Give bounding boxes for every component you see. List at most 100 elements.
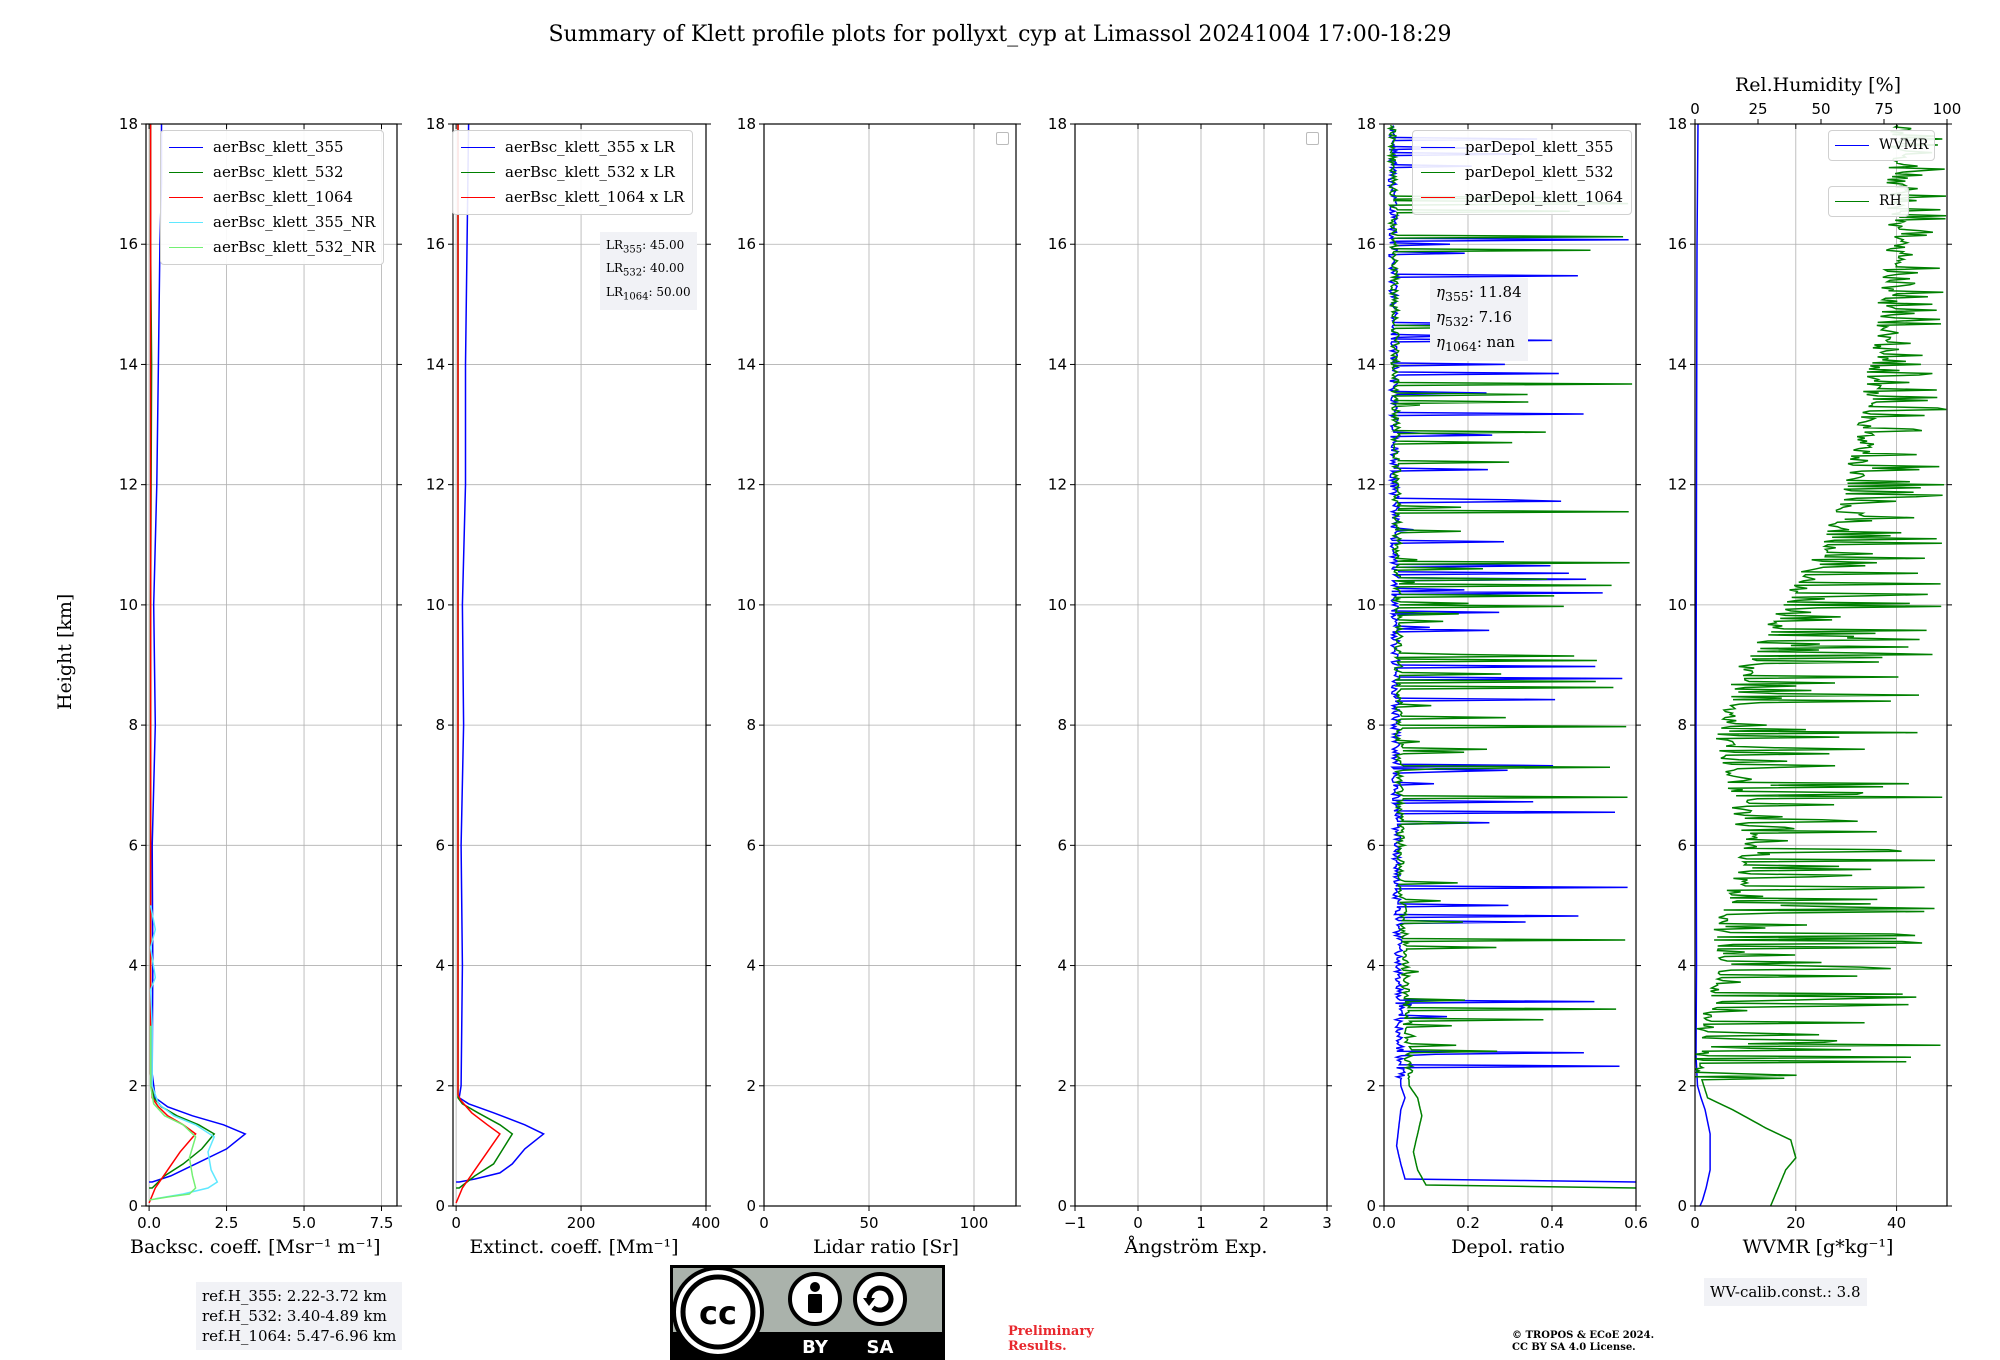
x2-tick-label: 0: [1690, 100, 1700, 118]
series-line-aerBsc_klett_355 x LR: [456, 124, 545, 1183]
ref-height-532: ref.H_532: 3.40-4.89 km: [202, 1307, 387, 1325]
lidar-ratio-box: LR355: 45.00 LR532: 40.00 LR1064: 50.00: [600, 232, 697, 311]
x-tick-label: 0.0: [1372, 1214, 1396, 1232]
y-tick-label: 12: [1357, 476, 1376, 494]
legend-entry: aerBsc_klett_355: [169, 135, 375, 160]
x-tick-label: 0: [759, 1214, 769, 1232]
depol-xlabel: Depol. ratio: [1451, 1236, 1565, 1258]
x-tick-label: 0.6: [1624, 1214, 1648, 1232]
preliminary-line-1: Preliminary: [1008, 1324, 1094, 1339]
angstrom-empty-legend: [1306, 132, 1319, 145]
y-tick-label: 12: [426, 476, 445, 494]
legend-entry: aerBsc_klett_532: [169, 160, 375, 185]
legend-entry: WVMR: [1835, 133, 1928, 158]
x-tick-label: 2.5: [215, 1214, 239, 1232]
lr-355: LR355: 45.00: [606, 236, 691, 259]
y-tick-label: 4: [1057, 957, 1067, 975]
eta-name: η: [1436, 333, 1445, 351]
eta-value: : 7.16: [1468, 308, 1513, 326]
x-tick-label: 100: [960, 1214, 989, 1232]
y-tick-label: 0: [1366, 1197, 1376, 1215]
copyright-line-2: CC BY SA 4.0 License.: [1512, 1342, 1636, 1353]
y-tick-label: 14: [426, 355, 445, 373]
x-tick-label: −1: [1064, 1214, 1086, 1232]
y-tick-label: 14: [1048, 355, 1067, 373]
sa-share-alike-icon: [853, 1272, 907, 1326]
legend-entry: aerBsc_klett_1064 x LR: [461, 185, 684, 210]
y-tick-label: 14: [737, 355, 756, 373]
y-tick-label: 2: [1057, 1077, 1067, 1095]
y-tick-label: 12: [1048, 476, 1067, 494]
y-tick-label: 16: [426, 235, 445, 253]
y-tick-label: 2: [746, 1077, 756, 1095]
series-line-WVMR: [1695, 124, 1711, 1206]
lidar-ratio-empty-legend: [996, 132, 1009, 145]
legend-entry: aerBsc_klett_532 x LR: [461, 160, 684, 185]
legend-label: aerBsc_klett_1064 x LR: [505, 188, 685, 206]
x-tick-label: 1: [1196, 1214, 1206, 1232]
y-tick-label: 0: [746, 1197, 756, 1215]
legend-label: aerBsc_klett_1064: [213, 188, 354, 206]
series-line-aerBsc_klett_355_NR: [149, 905, 219, 1200]
y-tick-label: 10: [1357, 596, 1376, 614]
y-tick-label: 8: [435, 716, 445, 734]
y-tick-label: 18: [119, 115, 138, 133]
legend-entry: aerBsc_klett_1064: [169, 185, 375, 210]
y-tick-label: 8: [746, 716, 756, 734]
x2-tick-label: 50: [1811, 100, 1830, 118]
lidar-ratio-xlabel: Lidar ratio [Sr]: [813, 1236, 959, 1258]
lr-value: : 45.00: [642, 238, 685, 252]
series-line-aerBsc_klett_532 x LR: [456, 124, 514, 1189]
x-tick-label: 3: [1322, 1214, 1332, 1232]
series-line-aerBsc_klett_355: [149, 124, 247, 1183]
lr-532: LR532: 40.00: [606, 259, 691, 282]
x-tick-label: 7.5: [370, 1214, 394, 1232]
copyright-note: © TROPOS & ECoE 2024. CC BY SA 4.0 Licen…: [1512, 1330, 1654, 1354]
x-tick-label: 0: [1133, 1214, 1143, 1232]
y-tick-label: 18: [1668, 115, 1687, 133]
legend-label: aerBsc_klett_532: [213, 163, 344, 181]
rh-legend: RH: [1828, 186, 1909, 217]
lr-value: : 50.00: [648, 284, 691, 299]
backscatter-legend: aerBsc_klett_355 aerBsc_klett_532 aerBsc…: [160, 130, 385, 265]
series-line-parDepol_klett_532: [1386, 124, 1636, 1189]
y-tick-label: 14: [119, 355, 138, 373]
ref-height-355: ref.H_355: 2.22-3.72 km: [202, 1287, 387, 1305]
eta-name: η: [1436, 283, 1445, 301]
axes-frame: [1383, 123, 1637, 1207]
y-tick-label: 16: [737, 235, 756, 253]
y-tick-label: 4: [128, 957, 138, 975]
x-tick-label: 0.0: [137, 1214, 161, 1232]
backscatter-xlabel: Backsc. coeff. [Msr⁻¹ m⁻¹]: [130, 1236, 381, 1258]
cc-inner-circle: [680, 1274, 756, 1350]
x-tick-label: 200: [567, 1214, 596, 1232]
x-tick-label: 40: [1887, 1214, 1906, 1232]
y-tick-label: 16: [1357, 235, 1376, 253]
y-tick-label: 8: [1057, 716, 1067, 734]
eta-1064: η1064: nan: [1436, 332, 1522, 357]
wvmr-legend: WVMR: [1828, 130, 1936, 161]
x-tick-label: 2: [1259, 1214, 1269, 1232]
x-tick-label: 0: [451, 1214, 461, 1232]
series-line-aerBsc_klett_1064: [148, 124, 197, 1204]
y-tick-label: 0: [1677, 1197, 1687, 1215]
extinction-legend: aerBsc_klett_355 x LR aerBsc_klett_532 x…: [452, 130, 694, 215]
series-line-aerBsc_klett_1064 x LR: [455, 124, 501, 1204]
y-tick-label: 4: [435, 957, 445, 975]
y-tick-label: 6: [1677, 836, 1687, 854]
lr-sub: 532: [623, 267, 643, 279]
legend-label: aerBsc_klett_355: [213, 138, 344, 156]
eta-532: η532: 7.16: [1436, 307, 1522, 332]
y-tick-label: 0: [435, 1197, 445, 1215]
legend-label: aerBsc_klett_355_NR: [213, 213, 376, 231]
y-tick-label: 8: [1677, 716, 1687, 734]
legend-entry: parDepol_klett_532: [1421, 160, 1623, 185]
preliminary-line-2: Results.: [1008, 1339, 1067, 1354]
lr-name: LR: [606, 284, 624, 299]
y-tick-label: 18: [1357, 115, 1376, 133]
by-person-head: [810, 1282, 820, 1292]
legend-label: aerBsc_klett_532_NR: [213, 238, 376, 256]
eta-sub: 355: [1445, 289, 1469, 304]
x2-tick-label: 75: [1874, 100, 1893, 118]
y-tick-label: 8: [1366, 716, 1376, 734]
